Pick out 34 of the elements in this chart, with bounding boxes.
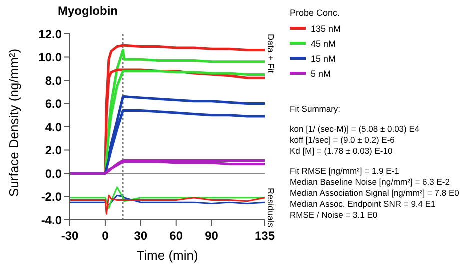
text: kon [1/ (sec·M)] = (5.08 ± 0.03) E4 bbox=[290, 124, 421, 135]
x-tick-label: 90 bbox=[205, 229, 219, 243]
side-label: Data + Fit bbox=[266, 34, 276, 74]
text: koff [1/sec] = (9.0 ± 0.2) E-6 bbox=[290, 135, 396, 146]
y-tick-label: 2.0 bbox=[45, 144, 62, 158]
y-tick-label: -4.0 bbox=[41, 213, 62, 228]
legend-label: 135 nM bbox=[310, 22, 342, 36]
legend-label: 5 nM bbox=[310, 68, 332, 80]
y-tick-label: 10.0 bbox=[38, 50, 62, 65]
text: Kd [M] = (1.78 ± 0.03) E-10 bbox=[290, 146, 394, 157]
chart-title: Myoglobin bbox=[58, 4, 118, 18]
y-tick-label: -2.0 bbox=[41, 190, 62, 204]
y-tick-label: 4.0 bbox=[45, 120, 62, 134]
y-tick-label: 0.0 bbox=[45, 166, 62, 181]
legend-title: Probe Conc. bbox=[290, 8, 342, 18]
legend-label: 45 nM bbox=[310, 38, 338, 50]
y-tick-label: 12.0 bbox=[38, 27, 62, 42]
legend-label: 15 nM bbox=[310, 52, 338, 66]
text: Residuals bbox=[266, 188, 276, 228]
text: RMSE / Noise = 3.1 E0 bbox=[290, 210, 379, 221]
x-tick-label: -30 bbox=[61, 229, 79, 243]
y-axis-title: Surface Density (ng/mm²) bbox=[6, 48, 22, 197]
text: Fit Summary: bbox=[290, 104, 342, 115]
x-tick-label: 135 bbox=[254, 229, 276, 243]
y-tick-label: 6.0 bbox=[45, 97, 62, 112]
x-axis-title: Time (min) bbox=[136, 248, 198, 263]
text: Fit RMSE [ng/mm²] = 1.9 E-1 bbox=[290, 166, 400, 177]
text: Median Association Signal [ng/mm²] = 7.8 E0 bbox=[290, 188, 460, 199]
x-tick-label: 60 bbox=[170, 229, 184, 243]
y-tick-label: 8.0 bbox=[45, 74, 62, 88]
x-tick-label: 30 bbox=[134, 229, 148, 243]
text: Median Assoc. Endpoint SNR = 9.4 E1 bbox=[290, 199, 437, 210]
x-tick-label: 0 bbox=[102, 229, 110, 243]
text: Median Baseline Noise [ng/mm²] = 6.3 E-2 bbox=[290, 177, 451, 188]
